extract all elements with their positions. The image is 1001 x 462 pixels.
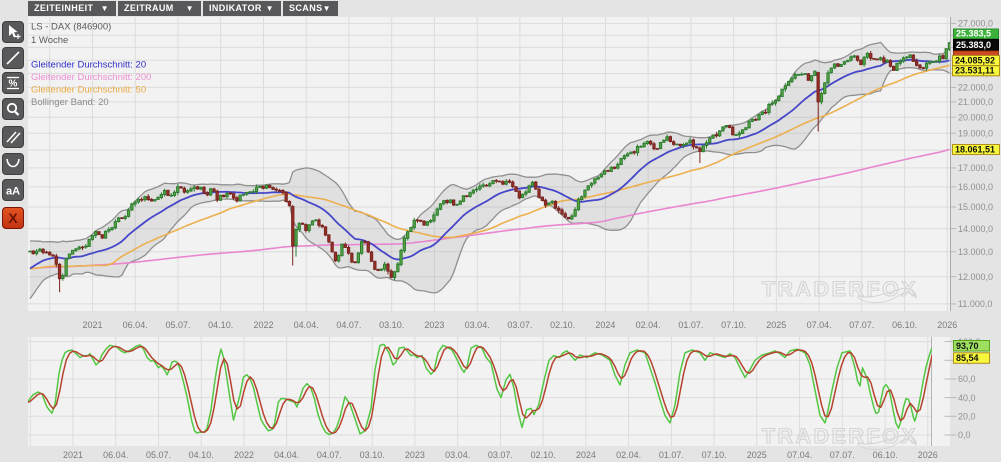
svg-text:03.04.: 03.04.: [445, 450, 470, 460]
svg-text:03.04.: 03.04.: [465, 320, 490, 330]
svg-text:07.10.: 07.10.: [721, 320, 746, 330]
svg-text:15.000,0: 15.000,0: [958, 202, 993, 212]
svg-text:03.07.: 03.07.: [488, 450, 513, 460]
svg-text:25.383,0: 25.383,0: [956, 40, 991, 50]
svg-text:02.10.: 02.10.: [550, 320, 575, 330]
svg-text:06.10.: 06.10.: [892, 320, 917, 330]
svg-text:2023: 2023: [424, 320, 444, 330]
svg-text:27.000,0: 27.000,0: [958, 19, 993, 29]
svg-text:18.061,51: 18.061,51: [955, 144, 995, 154]
svg-text:02.04.: 02.04.: [616, 450, 641, 460]
svg-text:40,0: 40,0: [958, 393, 976, 403]
svg-text:05.07.: 05.07.: [146, 450, 171, 460]
svg-text:20,0: 20,0: [958, 412, 976, 422]
svg-text:23.531,11: 23.531,11: [955, 66, 995, 76]
svg-text:21.000,0: 21.000,0: [958, 97, 993, 107]
svg-text:93,70: 93,70: [956, 341, 979, 351]
svg-text:60,0: 60,0: [958, 374, 976, 384]
svg-text:2022: 2022: [253, 320, 273, 330]
svg-text:16.000,0: 16.000,0: [958, 182, 993, 192]
svg-text:03.10.: 03.10.: [360, 450, 385, 460]
svg-text:04.04.: 04.04.: [274, 450, 299, 460]
svg-text:07.04.: 07.04.: [787, 450, 812, 460]
svg-text:02.10.: 02.10.: [531, 450, 556, 460]
svg-text:2026: 2026: [918, 450, 938, 460]
svg-text:Bollinger Band: 20: Bollinger Band: 20: [31, 97, 109, 108]
svg-text:Gleitender Durchschnitt: 50: Gleitender Durchschnitt: 50: [31, 85, 146, 96]
svg-text:%: %: [9, 79, 18, 90]
svg-text:04.04.: 04.04.: [294, 320, 319, 330]
svg-text:2026: 2026: [937, 320, 957, 330]
svg-text:11.000,0: 11.000,0: [958, 299, 992, 309]
svg-text:22.000,0: 22.000,0: [958, 83, 993, 93]
svg-text:01.07.: 01.07.: [659, 450, 684, 460]
svg-text:2021: 2021: [82, 320, 102, 330]
svg-text:25.383,5: 25.383,5: [956, 28, 991, 38]
svg-text:85,54: 85,54: [956, 353, 979, 363]
svg-text:0,0: 0,0: [958, 430, 971, 440]
svg-text:19.000,0: 19.000,0: [958, 128, 993, 138]
svg-text:04.10.: 04.10.: [208, 320, 233, 330]
svg-text:Gleitender Durchschnitt: 200: Gleitender Durchschnitt: 200: [31, 72, 151, 83]
svg-text:03.07.: 03.07.: [507, 320, 532, 330]
svg-text:02.04.: 02.04.: [636, 320, 661, 330]
svg-text:LS - DAX (846900): LS - DAX (846900): [31, 22, 111, 33]
svg-text:TRADERFOX: TRADERFOX: [762, 277, 918, 301]
svg-text:07.10.: 07.10.: [702, 450, 727, 460]
svg-text:07.07.: 07.07.: [849, 320, 874, 330]
svg-text:Gleitender Durchschnitt: 20: Gleitender Durchschnitt: 20: [31, 60, 146, 71]
svg-text:2025: 2025: [747, 450, 767, 460]
svg-text:2023: 2023: [405, 450, 425, 460]
svg-text:2022: 2022: [234, 450, 254, 460]
svg-text:2024: 2024: [576, 450, 596, 460]
svg-text:01.07.: 01.07.: [678, 320, 703, 330]
svg-text:06.04.: 06.04.: [123, 320, 148, 330]
svg-text:03.10.: 03.10.: [379, 320, 404, 330]
svg-text:13.000,0: 13.000,0: [958, 247, 993, 257]
svg-text:06.10.: 06.10.: [873, 450, 898, 460]
svg-text:2025: 2025: [766, 320, 786, 330]
svg-text:20.000,0: 20.000,0: [958, 112, 993, 122]
svg-text:X: X: [8, 210, 18, 226]
svg-text:24.085,92: 24.085,92: [955, 55, 995, 65]
svg-text:1 Woche: 1 Woche: [31, 35, 68, 46]
svg-text:17.000,0: 17.000,0: [958, 163, 993, 173]
svg-text:TRADERFOX: TRADERFOX: [762, 424, 918, 448]
svg-text:12.000,0: 12.000,0: [958, 272, 993, 282]
svg-text:07.04.: 07.04.: [807, 320, 832, 330]
svg-text:14.000,0: 14.000,0: [958, 224, 993, 234]
svg-text:04.07.: 04.07.: [317, 450, 342, 460]
svg-text:2021: 2021: [63, 450, 83, 460]
svg-text:07.07.: 07.07.: [830, 450, 855, 460]
svg-text:04.10.: 04.10.: [189, 450, 214, 460]
svg-text:2024: 2024: [595, 320, 615, 330]
svg-text:aA: aA: [6, 186, 20, 198]
svg-text:05.07.: 05.07.: [165, 320, 190, 330]
svg-text:04.07.: 04.07.: [336, 320, 361, 330]
svg-text:06.04.: 06.04.: [103, 450, 128, 460]
